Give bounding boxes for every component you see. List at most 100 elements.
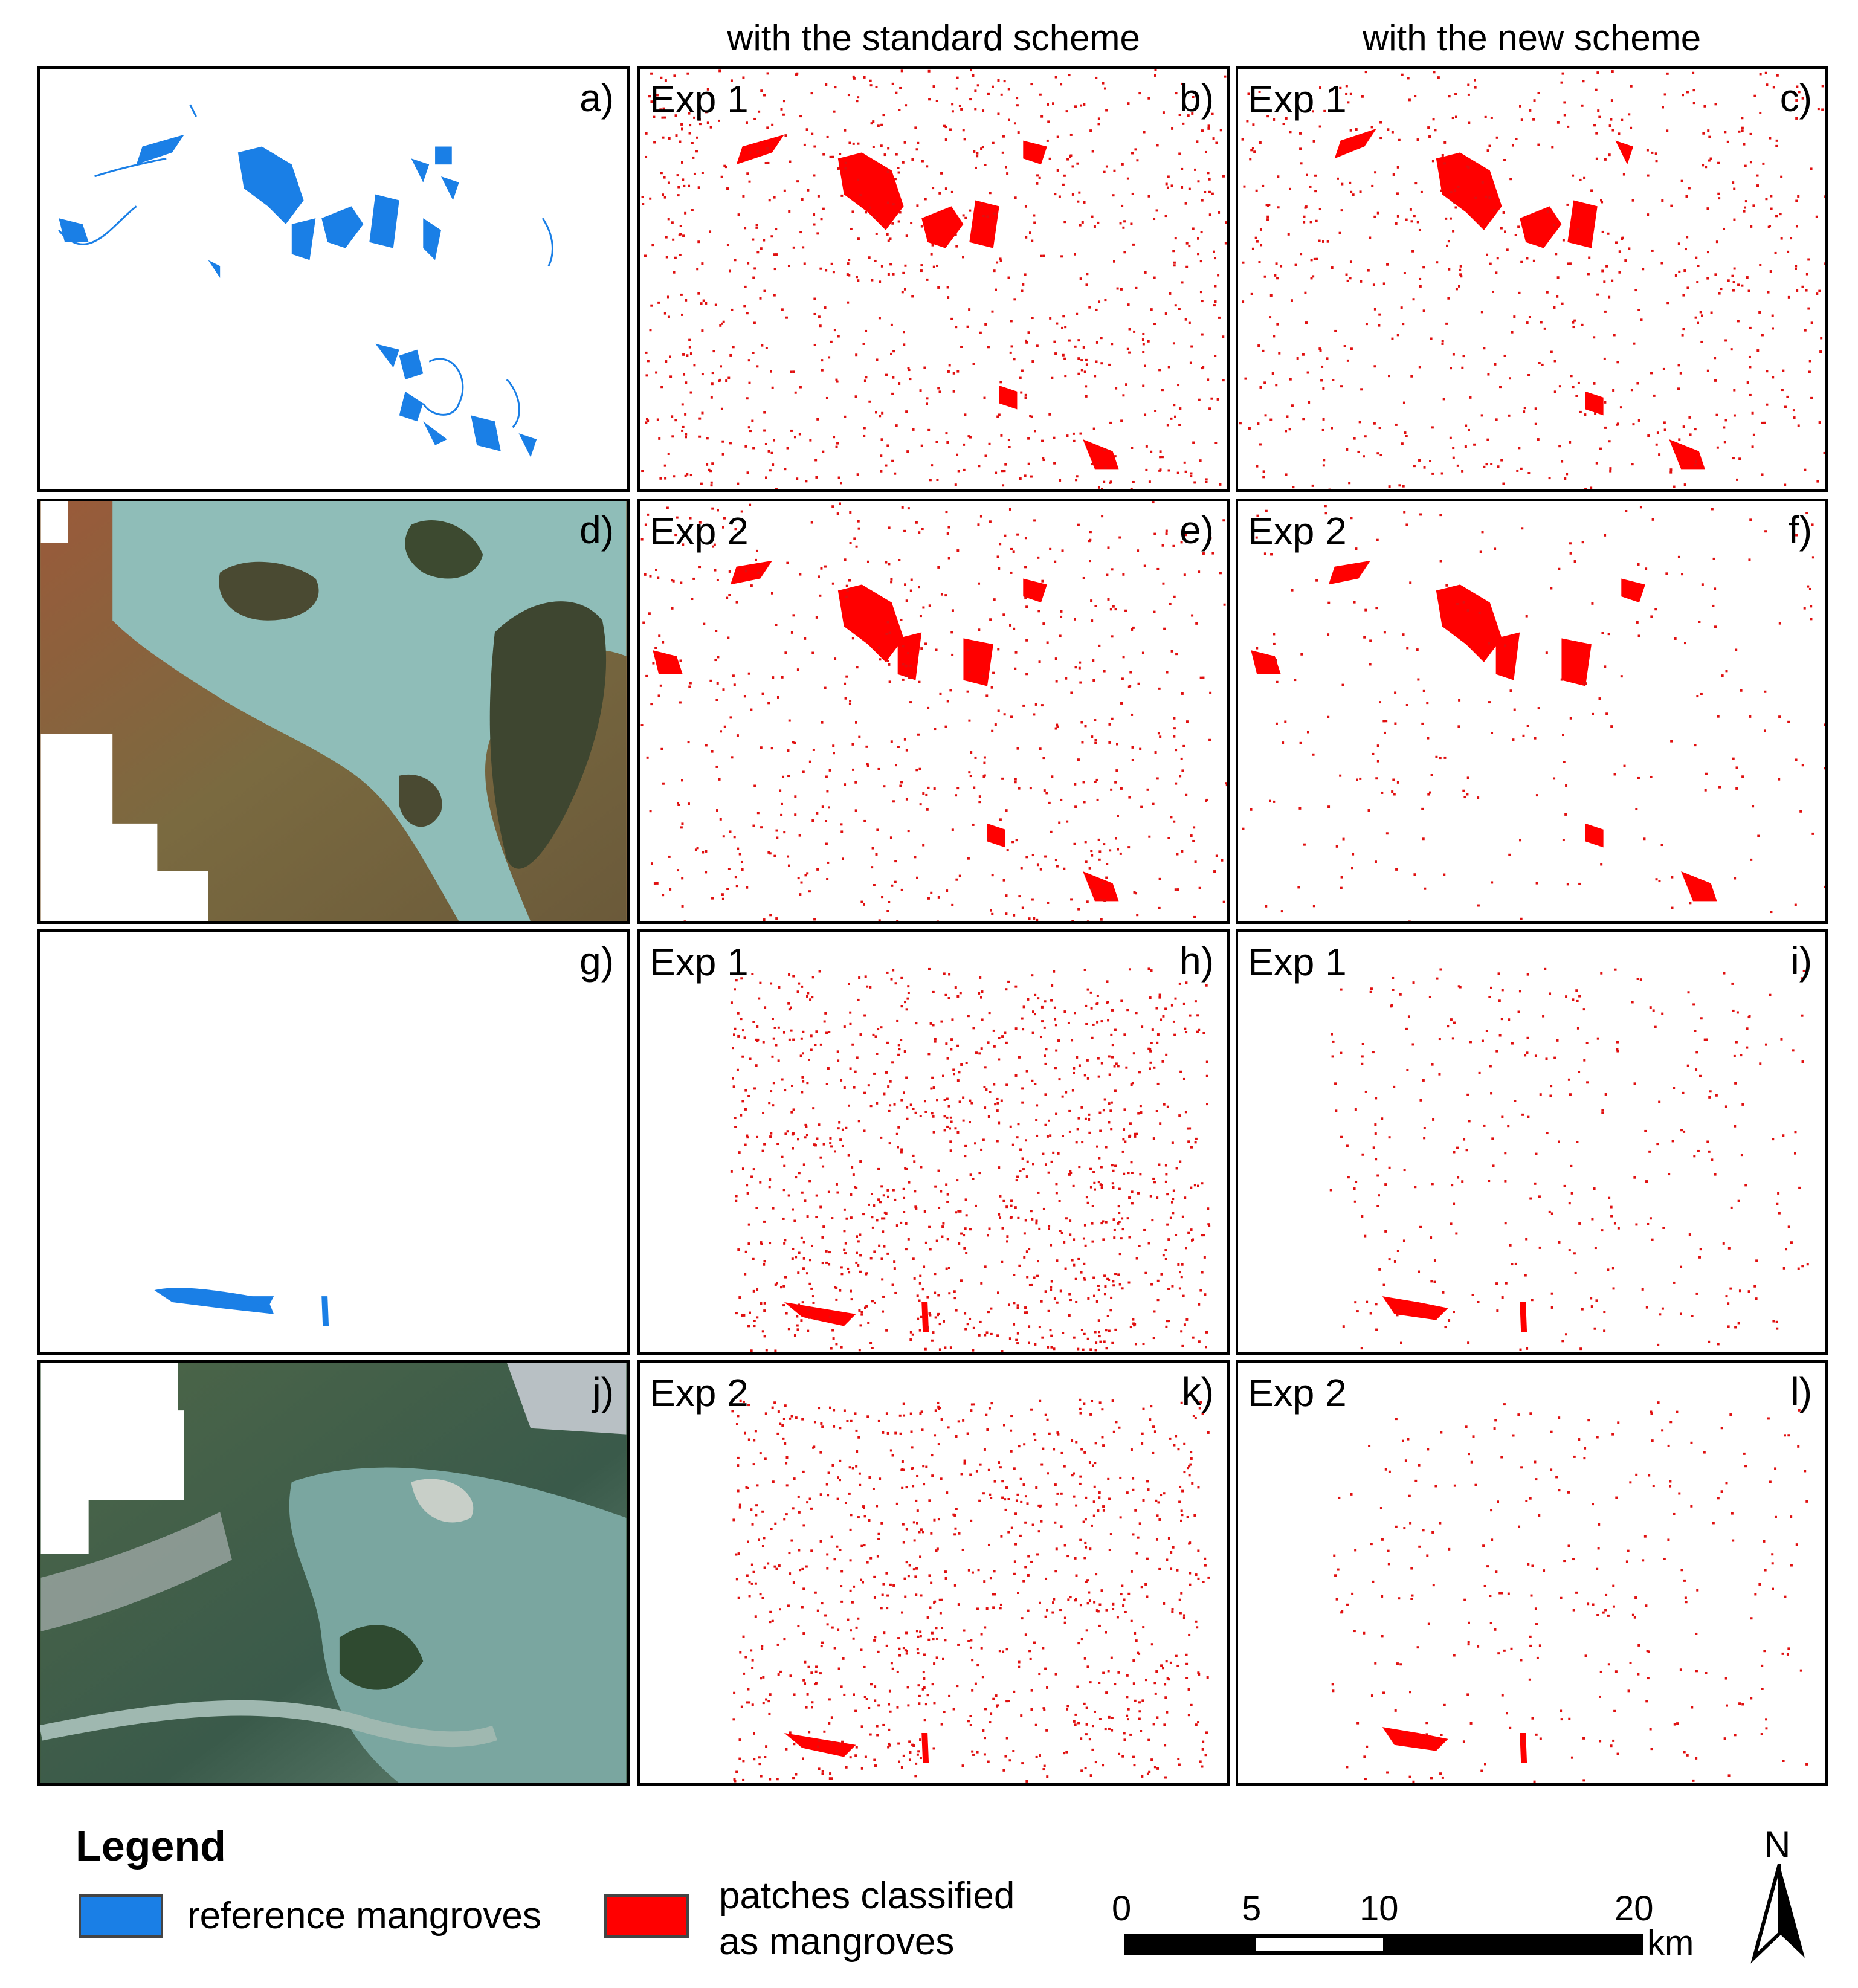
classified-speckle-dot (1319, 86, 1321, 89)
classified-speckle-dot (1010, 345, 1013, 348)
classified-speckle-dot (999, 1466, 1002, 1469)
classified-speckle-dot (1275, 262, 1278, 265)
classified-speckle-dot (1218, 211, 1221, 214)
classified-speckle-dot (810, 1549, 813, 1552)
classified-speckle-dot (1645, 1180, 1648, 1183)
classified-speckle-dot (1074, 1599, 1077, 1602)
classified-speckle-dot (959, 992, 962, 995)
classified-speckle-dot (886, 444, 889, 447)
classified-speckle-dot (947, 997, 950, 1000)
classified-speckle-dot (982, 1138, 985, 1141)
classified-speckle-dot (1111, 1729, 1114, 1732)
classified-speckle-dot (1190, 345, 1193, 348)
classified-speckle-dot (1811, 556, 1814, 559)
classified-speckle-dot (762, 1041, 765, 1044)
classified-speckle-dot (1066, 1705, 1069, 1708)
classified-speckle-dot (808, 1282, 811, 1285)
classified-speckle-dot (1702, 132, 1705, 135)
classified-speckle-dot (1166, 1677, 1169, 1680)
classified-speckle-dot (1715, 1094, 1718, 1097)
classified-speckle-dot (1449, 436, 1452, 439)
classified-speckle-dot (901, 506, 904, 509)
classified-speckle-dot (1050, 1346, 1053, 1349)
classified-speckle-dot (1180, 1276, 1183, 1279)
classified-speckle-dot (1289, 378, 1292, 381)
classified-speckle-dot (1491, 732, 1494, 734)
classified-speckle-dot (1504, 1222, 1507, 1225)
classified-speckle-dot (1497, 465, 1500, 468)
classified-speckle-dot (1740, 689, 1743, 692)
classified-speckle-dot (1683, 483, 1686, 486)
classified-speckle-dot (1376, 760, 1379, 763)
classified-speckle-dot (1010, 1450, 1013, 1453)
classified-speckle-dot (1558, 385, 1561, 388)
classified-speckle-dot (736, 734, 739, 737)
classified-speckle-dot (898, 1048, 901, 1051)
classified-speckle-dot (663, 464, 666, 467)
classified-speckle-dot (1321, 365, 1324, 368)
classified-speckle-dot (886, 1041, 889, 1044)
classified-speckle-dot (710, 484, 713, 487)
classified-speckle-dot (818, 1740, 821, 1742)
classified-speckle-dot (1578, 1222, 1581, 1225)
classified-speckle-dot (1221, 859, 1224, 862)
classified-speckle-dot (1432, 1118, 1435, 1121)
classified-speckle-dot (911, 1467, 914, 1470)
classified-speckle-dot (1091, 735, 1094, 738)
classified-speckle-dot (1558, 1140, 1560, 1143)
classified-speckle-dot (1153, 1066, 1156, 1069)
classified-speckle-dot (669, 355, 671, 358)
classified-speckle-dot (1292, 486, 1295, 489)
classified-speckle-dot (1025, 1175, 1028, 1178)
classified-speckle-dot (1696, 1589, 1699, 1592)
classified-speckle-dot (1109, 1309, 1112, 1312)
classified-speckle-dot (1821, 85, 1824, 88)
classified-speckle-dot (1649, 1217, 1652, 1220)
classified-speckle-dot (1402, 401, 1405, 404)
classified-speckle-dot (1710, 311, 1713, 314)
classified-speckle-dot (1094, 1188, 1097, 1191)
classified-speckle-dot (1127, 1718, 1129, 1721)
classified-speckle-dot (1094, 1710, 1097, 1713)
classified-speckle-dot (1158, 996, 1161, 999)
classified-speckle-dot (897, 1742, 900, 1745)
classified-speckle-dot (1121, 1755, 1124, 1758)
classified-speckle-dot (773, 1026, 776, 1029)
classified-speckle-dot (776, 1778, 779, 1781)
classified-speckle-dot (1369, 1312, 1372, 1315)
classified-speckle-dot (1726, 140, 1729, 143)
classified-speckle-dot (1054, 1521, 1057, 1524)
classified-speckle-dot (1131, 713, 1134, 716)
classified-speckle-dot (721, 897, 724, 900)
classified-speckle-dot (1037, 610, 1040, 613)
classified-speckle-dot (716, 809, 718, 812)
classified-speckle-dot (1164, 1180, 1167, 1183)
classified-speckle-dot (1196, 237, 1199, 240)
classified-speckle-dot (964, 1198, 967, 1201)
classified-speckle-dot (923, 1749, 926, 1752)
classified-speckle-dot (943, 1711, 946, 1714)
classified-speckle-dot (1795, 268, 1797, 270)
classified-speckle-dot (1090, 850, 1093, 853)
classified-speckle-dot (1179, 407, 1182, 410)
classified-speckle-dot (793, 1334, 796, 1337)
classified-speckle-dot (1000, 1535, 1003, 1538)
classified-speckle-dot (1080, 1106, 1083, 1109)
classified-speckle-dot (1132, 243, 1135, 246)
classified-speckle-dot (1050, 1244, 1053, 1247)
classified-speckle-dot (1155, 1110, 1158, 1112)
classified-speckle-dot (851, 1166, 854, 1169)
classified-speckle-dot (751, 973, 754, 975)
classified-speckle-dot (886, 1431, 889, 1435)
classified-speckle-dot (1294, 263, 1297, 266)
classified-speckle-dot (890, 740, 893, 743)
classified-speckle-dot (722, 688, 725, 691)
classified-speckle-dot (1206, 1103, 1208, 1106)
classified-speckle-dot (1021, 1087, 1024, 1090)
classified-speckle-dot (752, 1257, 755, 1260)
classified-speckle-dot (1782, 1267, 1785, 1270)
classified-speckle-dot (1128, 1236, 1131, 1239)
classified-speckle-dot (1118, 536, 1121, 539)
classified-speckle-dot (770, 370, 772, 373)
classified-speckle-dot (696, 847, 699, 850)
